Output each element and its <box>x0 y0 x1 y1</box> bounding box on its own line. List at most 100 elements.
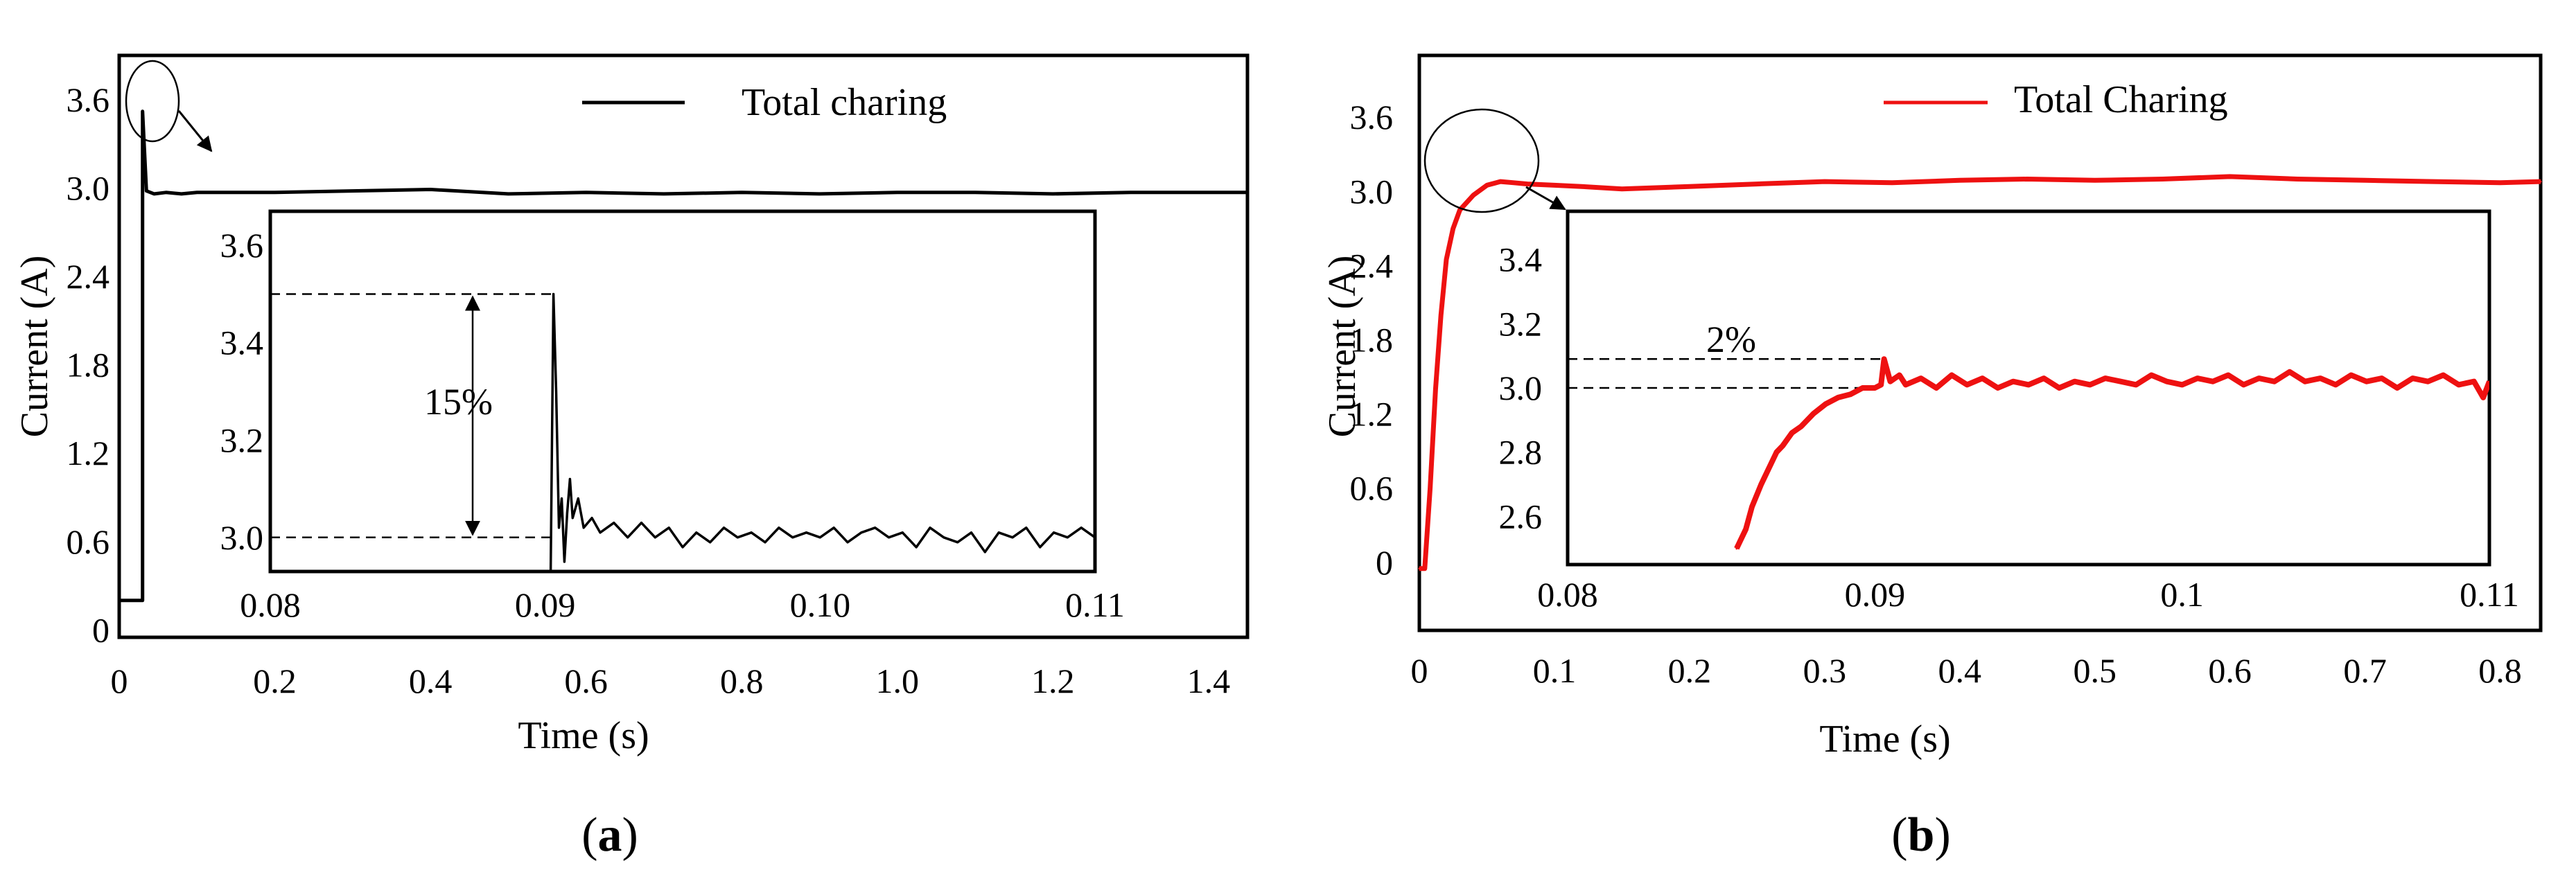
inset-data-point <box>613 522 615 524</box>
inset-data-point <box>640 522 642 524</box>
inset-data-point <box>2457 383 2460 386</box>
data-point <box>1452 227 1455 230</box>
inset-data-point <box>577 497 579 500</box>
inset-data-point <box>2304 380 2306 383</box>
inset-y-tick-label: 3.4 <box>1499 240 1543 279</box>
x-tick-label: 0.6 <box>564 662 608 700</box>
inset-data-point <box>555 390 558 393</box>
data-point <box>1423 567 1426 570</box>
data-point <box>1472 194 1475 197</box>
data-point <box>1434 388 1437 391</box>
inset-data-point <box>2166 380 2168 383</box>
inset-data-point <box>1735 547 1738 550</box>
inset-data-point <box>1935 387 1938 389</box>
inset-data-point <box>1861 387 1864 389</box>
x-tick-label: 0.3 <box>1803 651 1847 690</box>
data-point <box>1130 191 1132 194</box>
y-tick-label: 3.6 <box>67 80 110 119</box>
inset-data-point <box>2482 396 2485 399</box>
overshoot-label: 15% <box>424 381 493 423</box>
data-point <box>818 193 821 195</box>
legend-label: Total Charing <box>2014 78 2228 121</box>
inset-data-point <box>736 536 739 539</box>
data-point <box>351 190 354 193</box>
data-point <box>195 191 198 194</box>
plot-frame <box>1417 53 2543 632</box>
inset-data-point <box>681 546 684 549</box>
x-axis-title: Time (s) <box>518 714 649 757</box>
data-point <box>1512 181 1515 184</box>
inset-data-point <box>2365 380 2368 383</box>
y-tick-label: 3.0 <box>67 168 110 207</box>
inset-x-tick-label: 0.10 <box>790 585 851 624</box>
data-point <box>2364 179 2367 181</box>
inset: 3.0 3.2 3.4 3.6 0.08 0.09 0.10 0.11 15% <box>220 209 1125 624</box>
x-tick-label: 0.5 <box>2073 651 2117 690</box>
inset-data-point <box>2288 371 2291 373</box>
inset-data-point <box>2104 377 2107 380</box>
inset-data-point <box>2027 383 2030 386</box>
inset-data-point <box>723 526 725 529</box>
inset-data-point <box>915 546 918 549</box>
inset-data-point <box>1744 528 1747 531</box>
inset-data-point <box>1760 483 1762 486</box>
zoom-pointer-arrow <box>177 110 213 152</box>
inset-data-point <box>2196 377 2199 380</box>
x-tick-label: 0.7 <box>2343 651 2387 690</box>
inset-data-point <box>805 531 807 534</box>
data-point <box>1526 183 1529 186</box>
x-tick-label: 0.4 <box>409 662 453 700</box>
inset-data-point <box>1889 380 1891 383</box>
data-point <box>141 110 144 113</box>
inset-x-tick-label: 0.1 <box>2160 575 2204 614</box>
inset-data-point <box>568 477 571 480</box>
inset-data-point <box>778 526 780 529</box>
panel-caption: (a) <box>581 808 638 862</box>
inset-data-point <box>1849 393 1852 396</box>
x-tick-label: 0.8 <box>720 662 764 700</box>
caption-close: ) <box>622 808 638 862</box>
inset-data-point <box>2074 380 2076 383</box>
data-point <box>1755 183 1758 186</box>
inset-data-point <box>695 531 698 534</box>
inset-data-point <box>846 541 849 544</box>
inset-data-point <box>1997 387 1999 389</box>
data-point <box>133 599 136 602</box>
inset-data-point <box>1094 536 1095 539</box>
inset-data-point <box>2426 380 2429 383</box>
data-point <box>118 599 121 602</box>
panel-caption: (b) <box>1891 808 1951 862</box>
data-point <box>180 193 183 195</box>
inset-data-point <box>709 541 712 544</box>
series-line <box>119 109 1247 603</box>
inset-data-point <box>1981 377 1983 380</box>
y-tick-label: 3.0 <box>1350 172 1394 211</box>
inset-data-point <box>1904 383 1907 386</box>
inset-data-point <box>563 560 566 563</box>
plot-frame <box>117 53 1250 639</box>
y-tick-label: 0.6 <box>1350 469 1394 508</box>
inset-data-point <box>550 570 552 572</box>
inset-y-tick-label: 2.6 <box>1499 497 1543 535</box>
data-point <box>1688 185 1691 188</box>
inset-x-tick-label: 0.11 <box>1065 585 1125 624</box>
data-point <box>2431 180 2434 183</box>
data-point <box>1418 567 1421 570</box>
inset-data-point <box>571 517 574 520</box>
data-point <box>1051 193 1054 195</box>
x-tick-label: 0.8 <box>2478 651 2522 690</box>
inset-data-point <box>2119 380 2122 383</box>
inset-y-tick-label: 3.2 <box>220 420 264 459</box>
data-point <box>1823 180 1826 183</box>
inset-frame <box>268 209 1097 574</box>
inset-data-point <box>818 536 821 539</box>
inset-data-point <box>1873 387 1876 389</box>
inset-data-point <box>582 526 585 529</box>
series-line <box>1419 174 2541 572</box>
inset-data-point <box>1800 425 1803 428</box>
data-point <box>1499 180 1502 183</box>
inset-data-point <box>1837 396 1839 399</box>
panel-b: 00.61.21.82.43.03.60 0.1 0.2 0.3 0.4 0.5 0.6 0.… <box>1321 53 2543 862</box>
data-point <box>2161 177 2164 180</box>
data-point <box>507 193 509 195</box>
